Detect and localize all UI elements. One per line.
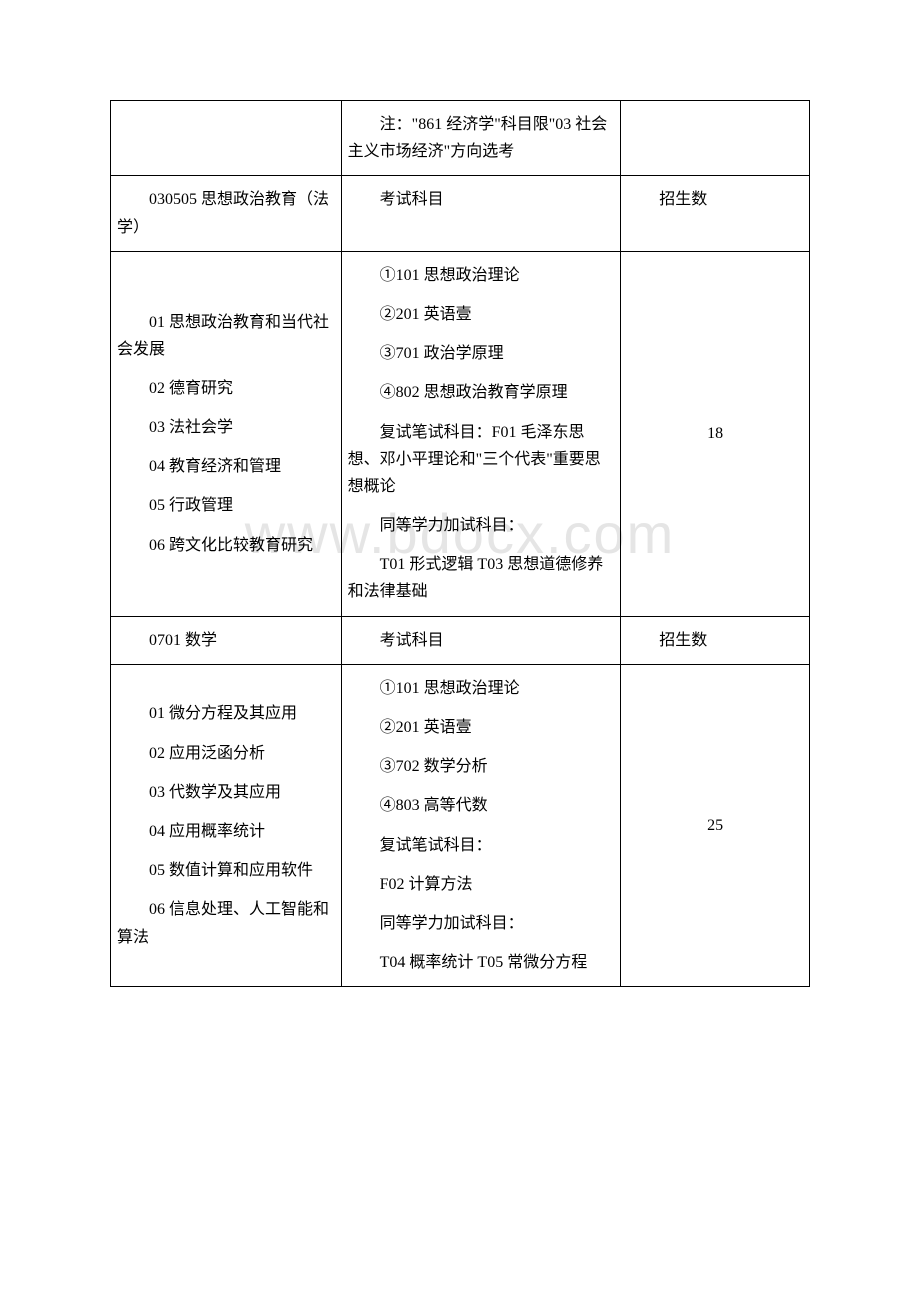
- cell-enroll-header: 招生数: [621, 616, 810, 664]
- subject-item: ③702 数学分析: [348, 753, 615, 780]
- subject-item: T04 概率统计 T05 常微分方程: [348, 949, 615, 976]
- direction-item: 05 行政管理: [117, 492, 335, 519]
- cell-exam-header: 考试科目: [341, 176, 621, 251]
- enroll-value: 18: [627, 422, 803, 446]
- subject-item: ③701 政治学原理: [348, 340, 615, 367]
- cell-c3: [621, 101, 810, 176]
- table-row: 0701 数学 考试科目 招生数: [111, 616, 810, 664]
- cell-enroll-header: 招生数: [621, 176, 810, 251]
- direction-item: 04 教育经济和管理: [117, 453, 335, 480]
- cell-c1: [111, 101, 342, 176]
- exam-header: 考试科目: [348, 627, 615, 654]
- table-row: 030505 思想政治教育（法学） 考试科目 招生数: [111, 176, 810, 251]
- subject-item: ①101 思想政治理论: [348, 675, 615, 702]
- cell-directions: 01 思想政治教育和当代社会发展 02 德育研究 03 法社会学 04 教育经济…: [111, 251, 342, 616]
- cell-c2: 注："861 经济学"科目限"03 社会主义市场经济"方向选考: [341, 101, 621, 176]
- direction-item: 05 数值计算和应用软件: [117, 857, 335, 884]
- direction-item: 04 应用概率统计: [117, 818, 335, 845]
- subject-item: 复试笔试科目：F01 毛泽东思想、邓小平理论和"三个代表"重要思想概论: [348, 419, 615, 501]
- cell-exam-header: 考试科目: [341, 616, 621, 664]
- exam-header: 考试科目: [348, 186, 615, 213]
- direction-item: 06 信息处理、人工智能和算法: [117, 896, 335, 950]
- subject-item: 同等学力加试科目：: [348, 910, 615, 937]
- table-row: 注："861 经济学"科目限"03 社会主义市场经济"方向选考: [111, 101, 810, 176]
- table-row: 01 微分方程及其应用 02 应用泛函分析 03 代数学及其应用 04 应用概率…: [111, 664, 810, 987]
- subject-item: ④802 思想政治教育学原理: [348, 379, 615, 406]
- direction-item: 06 跨文化比较教育研究: [117, 532, 335, 559]
- cell-enroll-count: 25: [621, 664, 810, 987]
- note-text: 注："861 经济学"科目限"03 社会主义市场经济"方向选考: [348, 111, 615, 165]
- enroll-header: 招生数: [627, 627, 803, 654]
- cell-major-code: 030505 思想政治教育（法学）: [111, 176, 342, 251]
- direction-item: 01 微分方程及其应用: [117, 700, 335, 727]
- direction-item: 02 德育研究: [117, 375, 335, 402]
- enroll-header: 招生数: [627, 186, 803, 213]
- cell-exam-subjects: ①101 思想政治理论 ②201 英语壹 ③702 数学分析 ④803 高等代数…: [341, 664, 621, 987]
- subject-item: 复试笔试科目：: [348, 832, 615, 859]
- direction-item: 03 法社会学: [117, 414, 335, 441]
- cell-directions: 01 微分方程及其应用 02 应用泛函分析 03 代数学及其应用 04 应用概率…: [111, 664, 342, 987]
- subject-item: ②201 英语壹: [348, 714, 615, 741]
- enroll-value: 25: [627, 814, 803, 838]
- subject-item: T01 形式逻辑 T03 思想道德修养和法律基础: [348, 551, 615, 605]
- major-label: 0701 数学: [117, 627, 335, 654]
- direction-item: 02 应用泛函分析: [117, 740, 335, 767]
- cell-enroll-count: 18: [621, 251, 810, 616]
- subject-item: ①101 思想政治理论: [348, 262, 615, 289]
- subject-item: ②201 英语壹: [348, 301, 615, 328]
- cell-exam-subjects: ①101 思想政治理论 ②201 英语壹 ③701 政治学原理 ④802 思想政…: [341, 251, 621, 616]
- major-label: 030505 思想政治教育（法学）: [117, 186, 335, 240]
- subject-item: F02 计算方法: [348, 871, 615, 898]
- subject-item: 同等学力加试科目：: [348, 512, 615, 539]
- table-row: 01 思想政治教育和当代社会发展 02 德育研究 03 法社会学 04 教育经济…: [111, 251, 810, 616]
- subject-item: ④803 高等代数: [348, 792, 615, 819]
- cell-major-code: 0701 数学: [111, 616, 342, 664]
- direction-item: 01 思想政治教育和当代社会发展: [117, 309, 335, 363]
- catalog-table: 注："861 经济学"科目限"03 社会主义市场经济"方向选考 030505 思…: [110, 100, 810, 987]
- direction-item: 03 代数学及其应用: [117, 779, 335, 806]
